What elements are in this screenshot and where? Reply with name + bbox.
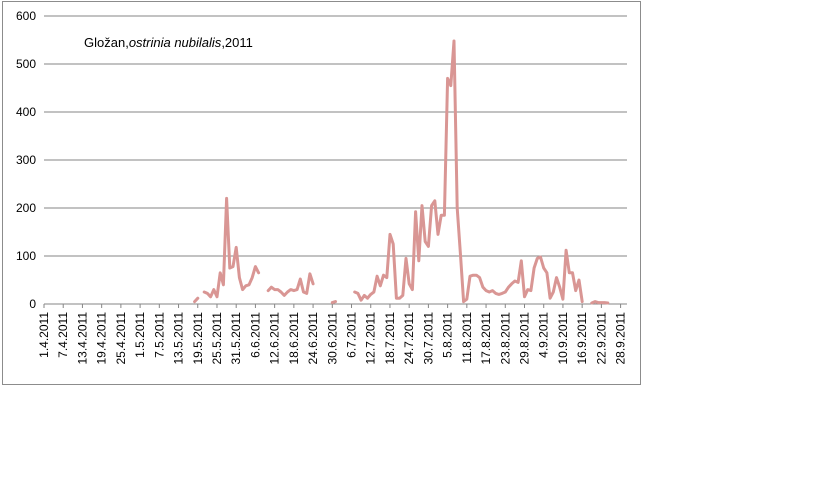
x-tick-label: 5.8.2011 [441, 312, 455, 358]
x-tick-label: 1.4.2011 [37, 312, 51, 358]
x-tick-label: 18.7.2011 [383, 312, 397, 365]
x-tick-label: 6.6.2011 [248, 312, 262, 358]
x-tick-label: 13.5.2011 [172, 312, 186, 365]
x-tick-label: 13.4.2011 [75, 312, 89, 365]
x-tick-label: 12.6.2011 [268, 312, 282, 365]
y-tick-label: 400 [16, 105, 36, 119]
x-tick-label: 1.5.2011 [133, 312, 147, 358]
x-tick-label: 24.6.2011 [306, 312, 320, 365]
x-tick-label: 31.5.2011 [229, 312, 243, 365]
chart-title-species: ostrinia nubilalis [128, 35, 222, 50]
x-tick-label: 28.9.2011 [614, 312, 628, 365]
y-tick-label: 300 [16, 153, 36, 167]
series-line [353, 39, 584, 304]
series-line [202, 196, 261, 299]
x-tick-label: 17.8.2011 [479, 312, 493, 365]
chart-title: Gložan,ostrinia nubilalis,2011 [84, 35, 253, 50]
x-tick-label: 29.8.2011 [517, 312, 531, 365]
x-tick-label: 18.6.2011 [287, 312, 301, 365]
x-tick-label: 25.5.2011 [210, 312, 224, 365]
x-tick-label: 22.9.2011 [594, 312, 608, 365]
x-tick-label: 24.7.2011 [402, 312, 416, 365]
series-line [193, 296, 200, 304]
x-tick-label: 16.9.2011 [575, 312, 589, 365]
x-tick-label: 25.4.2011 [114, 312, 128, 365]
chart-area: Gložan,ostrinia nubilalis,2011 [2, 1, 641, 385]
chart-title-location: Gložan, [84, 35, 129, 50]
x-tick-label: 7.5.2011 [152, 312, 166, 358]
y-tick-label: 500 [16, 57, 36, 71]
x-tick-label: 6.7.2011 [345, 312, 359, 358]
x-tick-label: 30.7.2011 [421, 312, 435, 365]
y-tick-label: 600 [16, 9, 36, 23]
x-tick-label: 12.7.2011 [364, 312, 378, 365]
x-tick-label: 19.4.2011 [95, 312, 109, 365]
x-tick-label: 4.9.2011 [537, 312, 551, 358]
y-tick-label: 100 [16, 249, 36, 263]
x-tick-label: 10.9.2011 [556, 312, 570, 365]
y-tick-label: 200 [16, 201, 36, 215]
x-tick-label: 30.6.2011 [325, 312, 339, 365]
x-tick-label: 7.4.2011 [56, 312, 70, 358]
y-tick-label: 0 [29, 297, 36, 311]
series-line [266, 272, 315, 297]
series-line [590, 300, 610, 305]
chart-title-year: ,2011 [221, 35, 253, 50]
series-line [330, 300, 337, 305]
x-tick-label: 19.5.2011 [191, 312, 205, 365]
x-tick-label: 11.8.2011 [460, 312, 474, 364]
x-tick-label: 23.8.2011 [498, 312, 512, 365]
